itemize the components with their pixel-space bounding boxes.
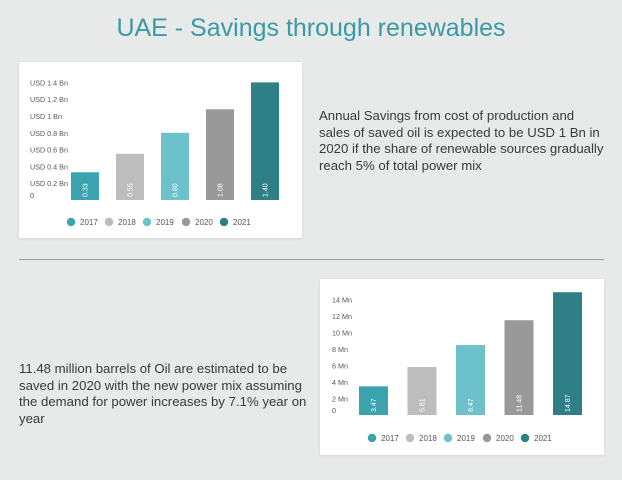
y-tick-label: 0 <box>30 191 34 200</box>
legend-label: 2018 <box>118 218 136 227</box>
y-tick-label: USD 1 Bn <box>30 112 62 121</box>
legend-marker <box>66 217 76 227</box>
bar-2018 <box>116 153 144 200</box>
bar-2019 <box>161 132 189 200</box>
section-divider <box>19 259 604 260</box>
y-tick-label: USD 0.6 Bn <box>30 146 68 155</box>
legend-label: 2017 <box>80 218 98 227</box>
legend-marker <box>482 433 492 443</box>
bar-value-label: 0.33 <box>83 183 90 197</box>
oil-bar-chart: 0 2 Mn 4 Mn 6 Mn 8 Mn 10 Mn 12 Mn 14 Mn 3.47 5.81… <box>332 292 582 443</box>
legend-label: 2020 <box>496 434 514 443</box>
bar-value-label: 11.48 <box>517 395 524 412</box>
legend-label: 2021 <box>233 218 251 227</box>
page-title: UAE - Savings through renewables <box>116 14 506 42</box>
bar-value-label: 0.80 <box>173 183 180 197</box>
savings-description: Annual Savings from cost of production a… <box>319 108 604 173</box>
bar-value-label: 5.81 <box>420 398 427 412</box>
legend-marker <box>181 217 191 227</box>
legend-marker <box>443 433 453 443</box>
bar-value-label: 8.47 <box>468 398 475 412</box>
legend-marker <box>520 433 530 443</box>
savings-chart-card: 0 USD 0.2 Bn USD 0.4 Bn USD 0.6 Bn USD 0.8 B… <box>19 62 302 238</box>
oil-description: 11.48 million barrels of Oil are estimat… <box>19 361 307 426</box>
y-tick-label: 12 Mn <box>332 312 352 321</box>
y-tick-label: USD 0.8 Bn <box>30 129 68 138</box>
y-tick-label: USD 0.2 Bn <box>30 179 68 188</box>
y-tick-label: 2 Mn <box>332 394 348 403</box>
legend-marker <box>219 217 229 227</box>
y-tick-label: USD 1.4 Bn <box>30 78 68 87</box>
legend-label: 2019 <box>156 218 174 227</box>
bar-2021 <box>251 82 279 200</box>
bar-value-label: 1.40 <box>263 183 270 197</box>
bar-2017 <box>359 386 388 415</box>
legend-marker <box>367 433 377 443</box>
legend-label: 2020 <box>195 218 213 227</box>
y-tick-label: 4 Mn <box>332 378 348 387</box>
legend-label: 2018 <box>419 434 437 443</box>
legend-label: 2017 <box>381 434 399 443</box>
y-tick-label: 0 <box>332 406 336 415</box>
y-tick-label: 8 Mn <box>332 345 348 354</box>
bar-2020 <box>504 320 534 415</box>
bar-value-label: 1.08 <box>218 183 225 197</box>
y-tick-label: USD 0.4 Bn <box>30 162 68 171</box>
bar-value-label: 3.47 <box>371 398 378 412</box>
bar-2017 <box>71 172 99 200</box>
bar-2020 <box>206 109 234 200</box>
legend-label: 2019 <box>457 434 475 443</box>
legend-label: 2021 <box>534 434 552 443</box>
oil-chart-card: 0 2 Mn 4 Mn 6 Mn 8 Mn 10 Mn 12 Mn 14 Mn 3.47 5.81… <box>320 279 604 455</box>
y-tick-label: 6 Mn <box>332 361 348 370</box>
savings-bar-chart: 0 USD 0.2 Bn USD 0.4 Bn USD 0.6 Bn USD 0.8 B… <box>30 78 279 227</box>
legend-marker <box>104 217 114 227</box>
bar-2021 <box>553 292 582 415</box>
bar-2019 <box>456 345 485 415</box>
legend-marker <box>142 217 152 227</box>
y-tick-label: 14 Mn <box>332 295 352 304</box>
bar-value-label: 0.55 <box>128 183 135 197</box>
bar-value-label: 14.87 <box>565 394 572 412</box>
bar-2018 <box>407 367 437 415</box>
y-tick-label: USD 1.2 Bn <box>30 95 68 104</box>
legend-marker <box>405 433 415 443</box>
y-tick-label: 10 Mn <box>332 328 352 337</box>
